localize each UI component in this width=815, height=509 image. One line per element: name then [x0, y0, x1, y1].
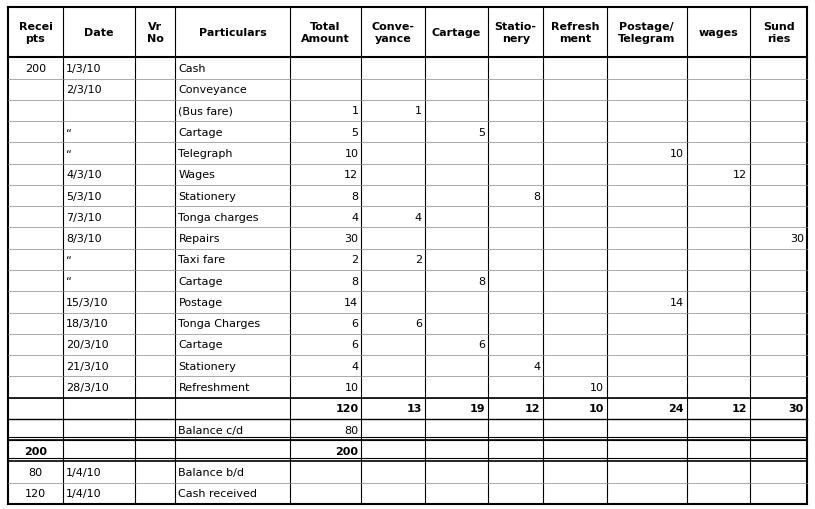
Text: 2: 2	[351, 255, 359, 265]
Text: (Bus fare): (Bus fare)	[178, 106, 233, 116]
Text: Tonga Charges: Tonga Charges	[178, 319, 261, 328]
Text: 120: 120	[335, 404, 359, 413]
Text: 8: 8	[351, 276, 359, 286]
Text: 12: 12	[734, 170, 747, 180]
Text: wages: wages	[698, 28, 738, 38]
Text: 80: 80	[344, 425, 359, 435]
Text: 10: 10	[589, 382, 604, 392]
Text: Refresh
ment: Refresh ment	[551, 22, 599, 44]
Text: 6: 6	[351, 340, 359, 350]
Text: Cash received: Cash received	[178, 489, 258, 498]
Text: Balance c/d: Balance c/d	[178, 425, 244, 435]
Text: Stationery: Stationery	[178, 191, 236, 201]
Text: 2/3/10: 2/3/10	[66, 85, 102, 95]
Text: 6: 6	[351, 319, 359, 328]
Text: 1/3/10: 1/3/10	[66, 64, 101, 74]
Text: 6: 6	[478, 340, 485, 350]
Text: Postage: Postage	[178, 297, 222, 307]
Text: “: “	[66, 149, 72, 159]
Text: “: “	[66, 255, 72, 265]
Text: 30: 30	[790, 234, 804, 244]
Text: Conve-
yance: Conve- yance	[372, 22, 415, 44]
Text: 14: 14	[670, 297, 684, 307]
Text: 10: 10	[345, 149, 359, 159]
Text: 20/3/10: 20/3/10	[66, 340, 108, 350]
Text: Refreshment: Refreshment	[178, 382, 250, 392]
Text: 8: 8	[478, 276, 485, 286]
Text: Statio-
nery: Statio- nery	[495, 22, 537, 44]
Text: Date: Date	[84, 28, 113, 38]
Text: 7/3/10: 7/3/10	[66, 212, 102, 222]
Text: Repairs: Repairs	[178, 234, 220, 244]
Text: 1/4/10: 1/4/10	[66, 467, 102, 477]
Text: 30: 30	[789, 404, 804, 413]
Text: 30: 30	[345, 234, 359, 244]
Text: 4: 4	[415, 212, 422, 222]
Text: Taxi fare: Taxi fare	[178, 255, 226, 265]
Text: 1: 1	[415, 106, 422, 116]
Text: Balance b/d: Balance b/d	[178, 467, 244, 477]
Text: 10: 10	[345, 382, 359, 392]
Text: 5: 5	[478, 127, 485, 137]
Text: 200: 200	[336, 446, 359, 456]
Text: Cartage: Cartage	[178, 340, 223, 350]
Text: Wages: Wages	[178, 170, 215, 180]
Text: Telegraph: Telegraph	[178, 149, 233, 159]
Text: 4: 4	[533, 361, 540, 371]
Text: 21/3/10: 21/3/10	[66, 361, 108, 371]
Text: Stationery: Stationery	[178, 361, 236, 371]
Text: 14: 14	[344, 297, 359, 307]
Text: 200: 200	[25, 64, 46, 74]
Text: 18/3/10: 18/3/10	[66, 319, 108, 328]
Text: Cartage: Cartage	[178, 127, 223, 137]
Text: 12: 12	[732, 404, 747, 413]
Text: 5: 5	[351, 127, 359, 137]
Text: Total
Amount: Total Amount	[301, 22, 350, 44]
Text: Particulars: Particulars	[199, 28, 267, 38]
Text: 10: 10	[670, 149, 684, 159]
Text: 19: 19	[469, 404, 485, 413]
Text: Cash: Cash	[178, 64, 206, 74]
Text: Cartage: Cartage	[178, 276, 223, 286]
Text: 4: 4	[351, 212, 359, 222]
Text: 12: 12	[525, 404, 540, 413]
Text: 5/3/10: 5/3/10	[66, 191, 101, 201]
Text: 8: 8	[351, 191, 359, 201]
Text: 4: 4	[351, 361, 359, 371]
Text: 2: 2	[415, 255, 422, 265]
Text: 13: 13	[407, 404, 422, 413]
Text: 80: 80	[29, 467, 42, 477]
Text: 6: 6	[415, 319, 422, 328]
Text: Sund
ries: Sund ries	[763, 22, 795, 44]
Text: Postage/
Telegram: Postage/ Telegram	[618, 22, 676, 44]
Text: 12: 12	[344, 170, 359, 180]
Text: 4/3/10: 4/3/10	[66, 170, 102, 180]
Text: Conveyance: Conveyance	[178, 85, 247, 95]
Text: 8: 8	[533, 191, 540, 201]
Text: Cartage: Cartage	[432, 28, 481, 38]
Text: 1/4/10: 1/4/10	[66, 489, 102, 498]
Text: 10: 10	[588, 404, 604, 413]
Text: 200: 200	[24, 446, 47, 456]
Text: Recei
pts: Recei pts	[19, 22, 52, 44]
Text: 28/3/10: 28/3/10	[66, 382, 108, 392]
Text: Vr
No: Vr No	[147, 22, 164, 44]
Text: 24: 24	[668, 404, 684, 413]
Text: 8/3/10: 8/3/10	[66, 234, 102, 244]
Text: “: “	[66, 276, 72, 286]
Text: 120: 120	[25, 489, 46, 498]
Text: 1: 1	[351, 106, 359, 116]
Text: “: “	[66, 127, 72, 137]
Text: Tonga charges: Tonga charges	[178, 212, 259, 222]
Text: 15/3/10: 15/3/10	[66, 297, 108, 307]
